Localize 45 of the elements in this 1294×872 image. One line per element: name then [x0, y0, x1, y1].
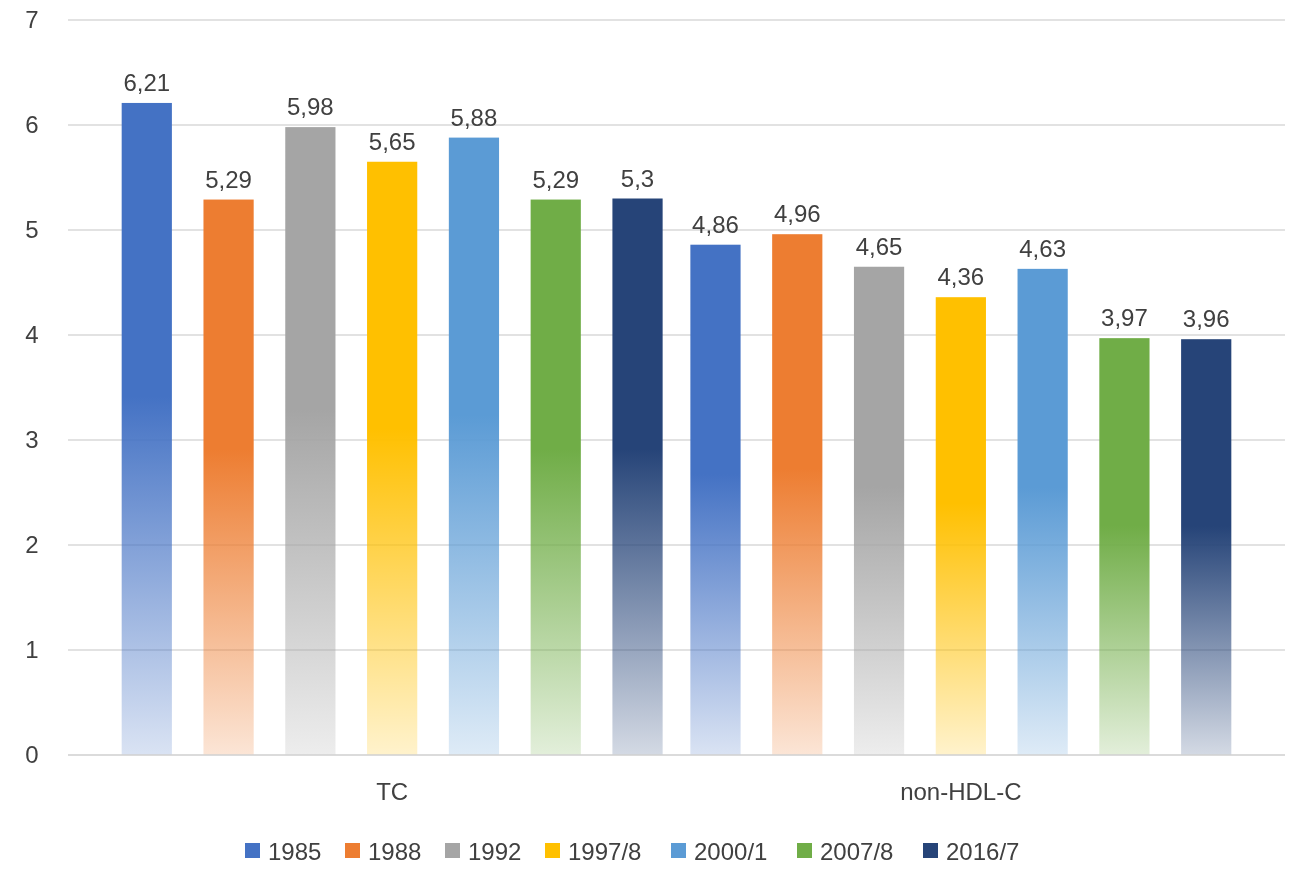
y-tick-label: 0 [25, 741, 39, 769]
data-label: 4,96 [773, 200, 821, 228]
bar [448, 137, 500, 755]
legend-label: 1992 [468, 838, 522, 866]
data-label: 5,3 [620, 164, 655, 192]
legend-label: 1988 [368, 838, 422, 866]
legend-label: 1997/8 [568, 838, 642, 866]
y-tick-label: 5 [25, 216, 39, 244]
legend-label: 2016/7 [946, 838, 1020, 866]
data-label: 3,96 [1182, 305, 1230, 333]
data-label: 5,65 [368, 127, 416, 155]
data-label: 5,29 [532, 165, 580, 193]
bar [690, 244, 741, 755]
y-tick-label: 6 [25, 111, 39, 139]
data-label: 4,86 [692, 210, 739, 238]
x-tick-label: TC [376, 778, 409, 805]
bar [203, 199, 254, 755]
bar [1099, 338, 1150, 755]
x-tick-label: non-HDL-C [900, 778, 1022, 805]
bar [285, 127, 336, 755]
legend-label: 1985 [268, 838, 322, 866]
y-tick-label: 1 [25, 636, 39, 664]
bar [772, 234, 823, 755]
y-tick-label: 4 [25, 321, 39, 349]
data-label: 6,21 [123, 68, 171, 96]
bar [935, 297, 986, 755]
bar [121, 102, 172, 755]
y-tick-label: 2 [25, 531, 39, 559]
data-label: 4,63 [1019, 234, 1066, 262]
data-label: 5,98 [287, 93, 334, 121]
y-tick-label: 3 [25, 426, 39, 454]
data-label: 4,65 [855, 232, 903, 260]
bar [1017, 268, 1068, 755]
bar [853, 266, 905, 755]
bar [530, 199, 581, 755]
bar [367, 161, 418, 755]
data-label: 3,97 [1101, 304, 1148, 332]
data-label: 5,29 [205, 165, 252, 193]
y-tick-label: 7 [25, 6, 39, 34]
legend-label: 2000/1 [694, 838, 768, 866]
bar [1181, 339, 1232, 755]
legend-label: 2007/8 [820, 838, 894, 866]
data-label: 4,36 [937, 263, 985, 291]
data-label: 5,88 [450, 103, 498, 131]
bar [612, 198, 663, 755]
